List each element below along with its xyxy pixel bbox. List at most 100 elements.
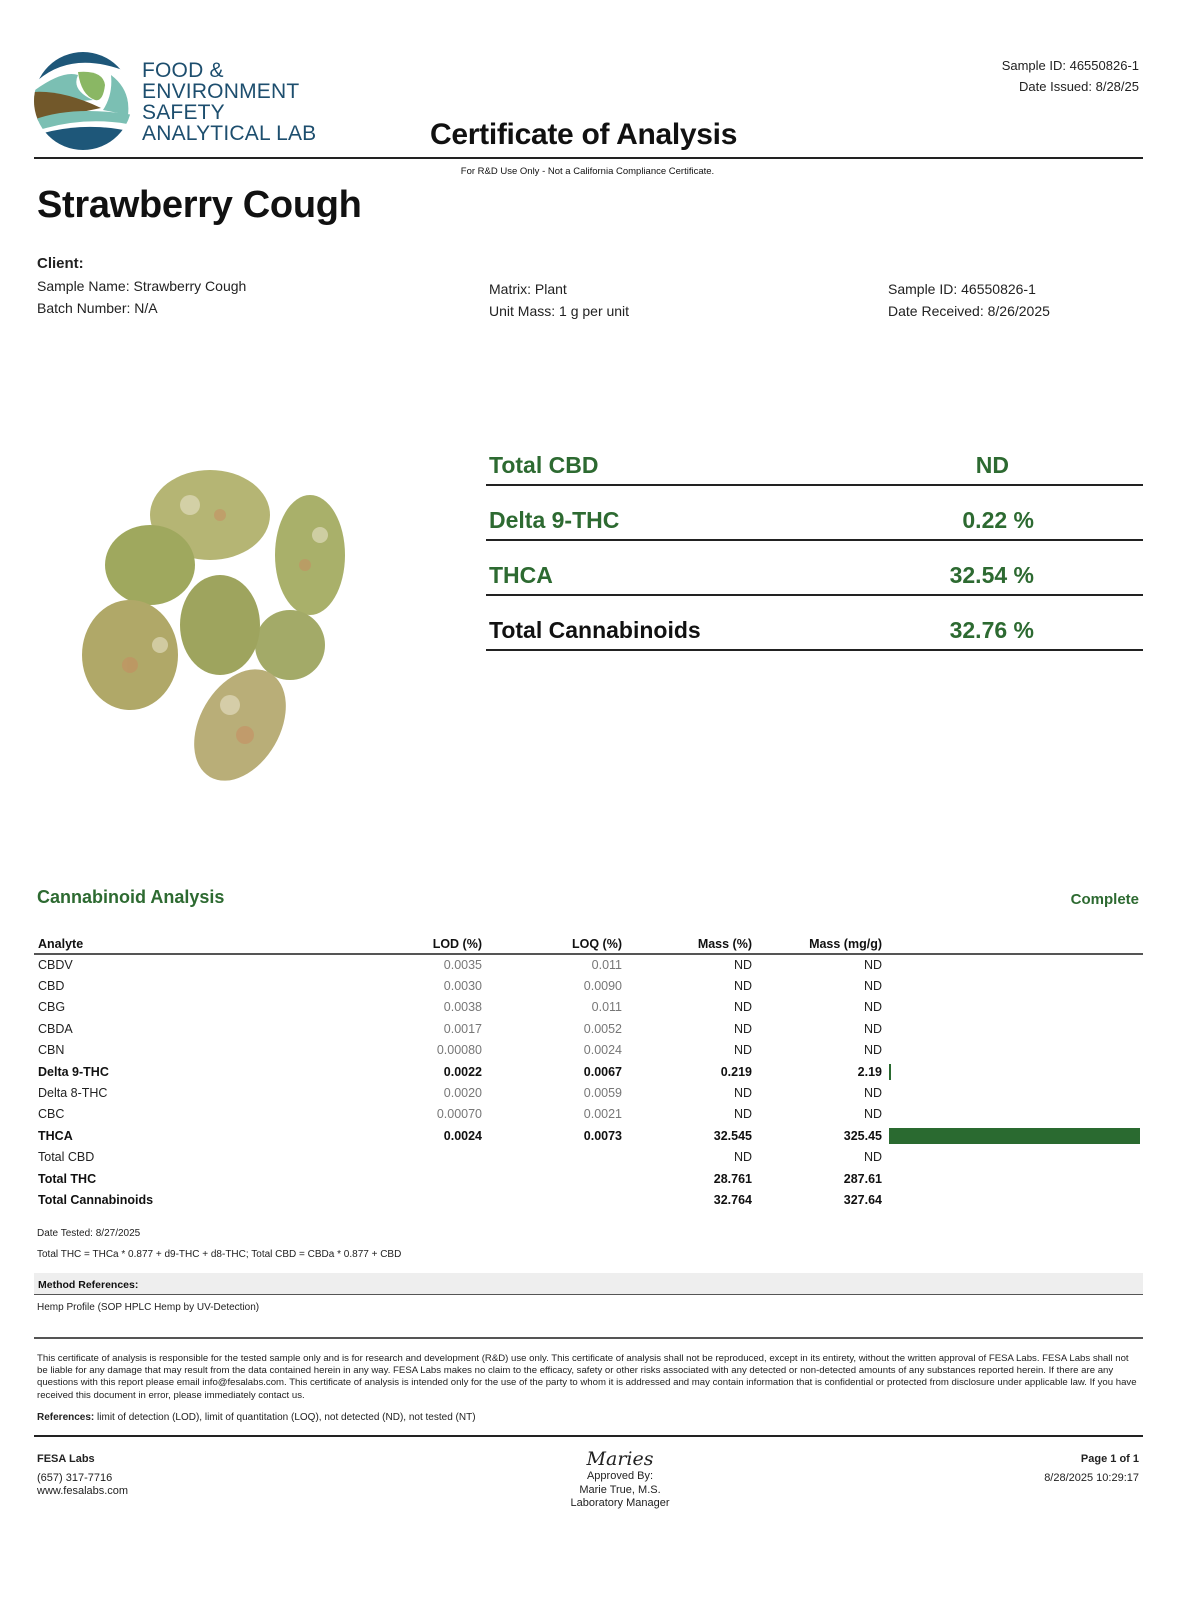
cell-mass-mg: ND bbox=[863, 1150, 882, 1165]
potency-summary: Total CBD ND Delta 9-THC 0.22 % THCA 32.… bbox=[486, 431, 1143, 651]
footer-company: FESA Labs (657) 317-7716 www.fesalabs.co… bbox=[37, 1453, 128, 1499]
cell-analyte: CBDV bbox=[38, 958, 73, 973]
table-row: CBDA 0.0017 0.0052 ND ND bbox=[34, 1018, 1143, 1039]
summary-row-thca: THCA 32.54 % bbox=[486, 541, 1143, 596]
cell-analyte: CBC bbox=[38, 1107, 65, 1122]
cell-mass-mg: 327.64 bbox=[843, 1192, 882, 1207]
cell-mass-pct: 32.764 bbox=[713, 1192, 752, 1207]
summary-value: 0.22 % bbox=[962, 507, 1034, 533]
col-mass-pct: Mass (%) bbox=[622, 934, 752, 955]
cell-loq: 0.0073 bbox=[583, 1128, 622, 1143]
summary-label: Total CBD bbox=[489, 452, 599, 478]
cell-bar bbox=[882, 1040, 1143, 1061]
method-reference: Hemp Profile (SOP HPLC Hemp by UV-Detect… bbox=[37, 1302, 260, 1313]
cell-bar bbox=[882, 1125, 1143, 1146]
cell-mass-mg: ND bbox=[863, 1000, 882, 1015]
product-name: Strawberry Cough bbox=[37, 184, 362, 226]
logo-line: SAFETY bbox=[142, 101, 225, 124]
summary-row-total-cannabinoids: Total Cannabinoids 32.76 % bbox=[486, 596, 1143, 651]
cell-loq: 0.011 bbox=[591, 958, 622, 973]
cell-loq bbox=[482, 1147, 622, 1168]
approver-name: Marie True, M.S. bbox=[579, 1483, 661, 1496]
header-date-issued: Date Issued: 8/28/25 bbox=[1019, 79, 1139, 94]
product-photo bbox=[82, 470, 345, 781]
cell-lod bbox=[363, 1168, 482, 1189]
cell-bar bbox=[882, 1189, 1143, 1210]
cell-mass-mg: ND bbox=[863, 1043, 882, 1058]
table-row: Delta 8-THC 0.0020 0.0059 ND ND bbox=[34, 1082, 1143, 1103]
cell-mass-mg: 325.45 bbox=[843, 1128, 882, 1143]
divider bbox=[34, 1337, 1143, 1339]
cell-analyte: Delta 9-THC bbox=[38, 1064, 109, 1079]
cell-mass-pct: ND bbox=[733, 1086, 752, 1101]
cell-mass-pct: ND bbox=[733, 1000, 752, 1015]
matrix-info: Matrix: Plant Unit Mass: 1 g per unit bbox=[489, 278, 629, 322]
cell-analyte: Total Cannabinoids bbox=[38, 1192, 154, 1207]
col-analyte: Analyte bbox=[34, 934, 363, 955]
cell-loq bbox=[482, 1168, 622, 1189]
cell-mass-pct: ND bbox=[733, 1021, 752, 1036]
header-sample-id: Sample ID: 46550826-1 bbox=[1001, 58, 1139, 73]
cell-lod: 0.0020 bbox=[443, 1086, 482, 1101]
col-lod: LOD (%) bbox=[363, 934, 482, 955]
cell-analyte: Delta 8-THC bbox=[38, 1086, 108, 1101]
cell-lod: 0.0035 bbox=[443, 958, 482, 973]
cell-loq: 0.0067 bbox=[583, 1064, 622, 1079]
table-row: THCA 0.0024 0.0073 32.545 325.45 bbox=[34, 1125, 1143, 1146]
cell-bar bbox=[882, 1104, 1143, 1125]
table-row: Total THC 28.761 287.61 bbox=[34, 1168, 1143, 1189]
col-mass-mg: Mass (mg/g) bbox=[752, 934, 882, 955]
cell-lod: 0.0024 bbox=[443, 1128, 482, 1143]
disclaimer: This certificate of analysis is responsi… bbox=[37, 1353, 1137, 1401]
cell-lod: 0.0022 bbox=[443, 1064, 482, 1079]
table-row: CBN 0.00080 0.0024 ND ND bbox=[34, 1040, 1143, 1061]
mass-bar bbox=[889, 1063, 891, 1080]
cell-loq: 0.0059 bbox=[583, 1086, 622, 1101]
summary-row-delta9: Delta 9-THC 0.22 % bbox=[486, 486, 1143, 541]
table-row: Total CBD ND ND bbox=[34, 1147, 1143, 1168]
table-row: Total Cannabinoids 32.764 327.64 bbox=[34, 1189, 1143, 1210]
mass-bar bbox=[889, 1127, 1140, 1144]
formula-note: Total THC = THCa * 0.877 + d9-THC + d8-T… bbox=[37, 1249, 402, 1260]
cell-mass-pct: ND bbox=[733, 1107, 752, 1122]
company-website[interactable]: www.fesalabs.com bbox=[37, 1485, 129, 1497]
approved-by: Approved By: bbox=[586, 1470, 654, 1482]
cell-analyte: CBDA bbox=[38, 1021, 73, 1036]
cell-bar bbox=[882, 1082, 1143, 1103]
section-title: Cannabinoid Analysis bbox=[37, 887, 225, 907]
divider bbox=[34, 157, 1143, 159]
page-title: Certificate of Analysis bbox=[430, 118, 738, 151]
divider bbox=[34, 1435, 1143, 1437]
table-row: CBG 0.0038 0.011 ND ND bbox=[34, 997, 1143, 1018]
cell-mass-pct: 32.545 bbox=[713, 1128, 752, 1143]
table-row: CBC 0.00070 0.0021 ND ND bbox=[34, 1104, 1143, 1125]
cell-bar bbox=[882, 997, 1143, 1018]
cell-loq: 0.0090 bbox=[583, 979, 622, 994]
footer-page: Page 1 of 1 8/28/2025 10:29:17 bbox=[1044, 1453, 1139, 1485]
cell-analyte: CBD bbox=[38, 979, 65, 994]
unit-mass: Unit Mass: 1 g per unit bbox=[489, 303, 630, 319]
date-tested: Date Tested: 8/27/2025 bbox=[37, 1228, 141, 1239]
cannabinoid-table: Analyte LOD (%) LOQ (%) Mass (%) Mass (m… bbox=[34, 934, 1143, 1211]
matrix: Matrix: Plant bbox=[489, 281, 567, 297]
company-phone: (657) 317-7716 bbox=[37, 1471, 113, 1484]
cell-mass-pct: ND bbox=[733, 1043, 752, 1058]
cell-analyte: CBN bbox=[38, 1043, 65, 1058]
header-meta: Sample ID: 46550826-1 Date Issued: 8/28/… bbox=[1002, 55, 1139, 97]
cell-lod: 0.00080 bbox=[436, 1043, 482, 1058]
table-row: CBDV 0.0035 0.011 ND ND bbox=[34, 954, 1143, 975]
cell-loq: 0.0052 bbox=[583, 1021, 622, 1036]
references-text: limit of detection (LOD), limit of quant… bbox=[94, 1412, 476, 1423]
cell-mass-mg: 2.19 bbox=[857, 1064, 882, 1079]
logo-line: ANALYTICAL LAB bbox=[142, 122, 317, 145]
cell-mass-mg: ND bbox=[863, 979, 882, 994]
cell-mass-pct: ND bbox=[733, 958, 752, 973]
cell-mass-pct: 28.761 bbox=[713, 1171, 752, 1186]
cell-analyte: Total CBD bbox=[38, 1150, 95, 1165]
cell-loq: 0.011 bbox=[591, 1000, 622, 1015]
references-label: References: bbox=[37, 1412, 95, 1423]
cell-analyte: CBG bbox=[38, 1000, 66, 1015]
cell-lod: 0.0017 bbox=[443, 1021, 482, 1036]
cell-bar bbox=[882, 1018, 1143, 1039]
table-header: Analyte LOD (%) LOQ (%) Mass (%) Mass (m… bbox=[34, 934, 1143, 955]
